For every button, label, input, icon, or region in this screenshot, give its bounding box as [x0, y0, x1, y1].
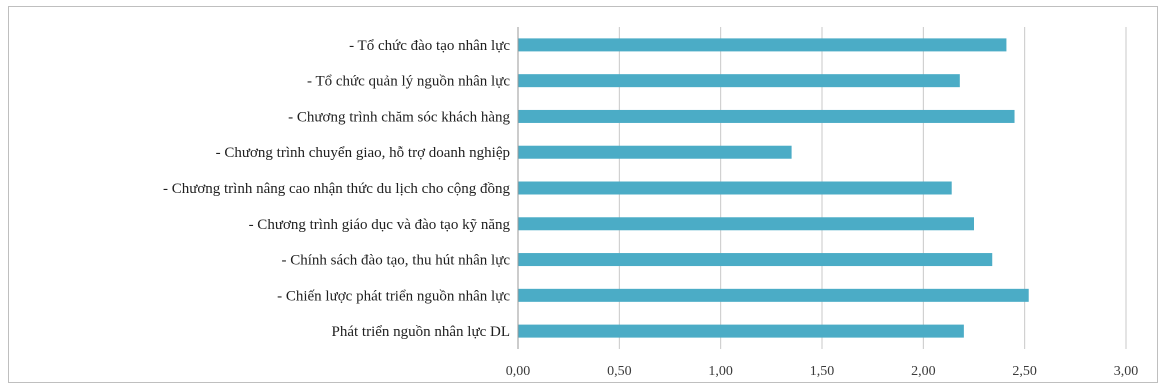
- chart-frame: - Tổ chức đào tạo nhân lực - Tổ chức quản…: [8, 6, 1158, 383]
- bar: [518, 74, 960, 88]
- bar-chart: - Tổ chức đào tạo nhân lực - Tổ chức quản…: [163, 27, 1139, 379]
- category-label: - Tổ chức quản lý nguồn nhân lực: [307, 74, 510, 90]
- category-label: - Chương trình nâng cao nhận thức du lịc…: [163, 181, 511, 197]
- x-tick-label: 3,00: [1114, 364, 1139, 379]
- x-tick-label: 1,50: [810, 364, 835, 379]
- category-label: - Tổ chức đào tạo nhân lực: [349, 38, 510, 54]
- bar: [518, 38, 1007, 52]
- category-label: - Chương trình chăm sóc khách hàng: [288, 109, 510, 125]
- category-label: - Chính sách đào tạo, thu hút nhân lực: [281, 253, 510, 269]
- x-tick-label: 0,50: [607, 364, 632, 379]
- bar: [518, 145, 792, 159]
- x-tick-label: 1,00: [708, 364, 733, 379]
- bar: [518, 288, 1029, 302]
- bar: [518, 253, 993, 267]
- bar: [518, 181, 952, 195]
- x-tick-label: 2,50: [1012, 364, 1037, 379]
- category-labels: - Tổ chức đào tạo nhân lực - Tổ chức quản…: [163, 38, 511, 340]
- x-tick-label: 0,00: [506, 364, 531, 379]
- bars: [518, 38, 1029, 338]
- x-tick-label: 2,00: [911, 364, 936, 379]
- bar: [518, 324, 964, 338]
- category-label: - Chiến lược phát triển nguồn nhân lực: [277, 288, 510, 304]
- tick-labels: 0,00 0,50 1,00 1,50 2,00 2,50 3,00: [506, 364, 1139, 379]
- bar: [518, 109, 1015, 123]
- category-label: - Chương trình chuyển giao, hỗ trợ doanh…: [216, 145, 510, 161]
- category-label: Phát triển nguồn nhân lực DL: [331, 324, 510, 340]
- bar: [518, 217, 974, 231]
- category-label: - Chương trình giáo dục và đào tạo kỹ nă…: [249, 217, 511, 233]
